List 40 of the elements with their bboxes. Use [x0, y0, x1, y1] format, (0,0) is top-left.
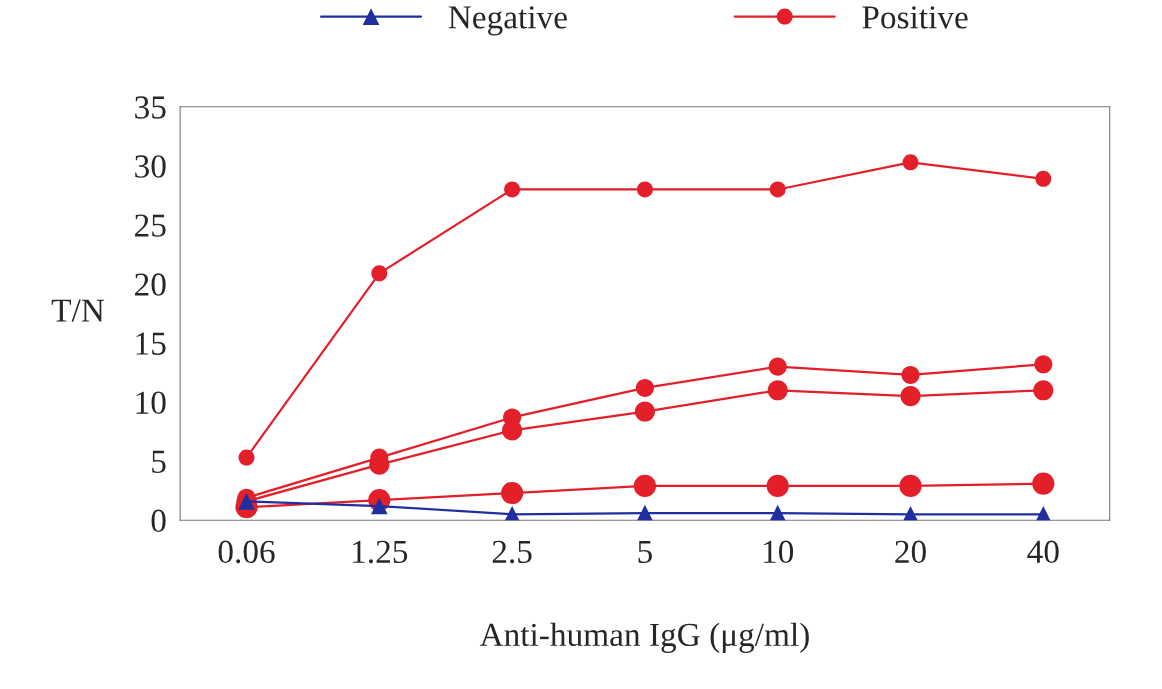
y-tick-label: 35: [135, 96, 166, 119]
point: [504, 181, 521, 198]
x-tick-label: 5: [638, 540, 652, 564]
x-tick-label: 2.5: [492, 540, 532, 564]
point: [1034, 355, 1053, 374]
point: [634, 401, 655, 422]
point: [238, 449, 255, 466]
y-tick-label: 15: [136, 332, 166, 355]
y-axis-title: T/N: [51, 299, 105, 322]
y-tick-label: 30: [135, 155, 166, 178]
point: [767, 380, 788, 401]
point: [768, 357, 787, 376]
x-tick-label: 1.25: [353, 540, 408, 564]
point: [501, 481, 524, 505]
x-tick-label: 40: [1027, 540, 1059, 564]
point: [902, 154, 919, 171]
point: [899, 474, 922, 498]
point: [1035, 170, 1052, 187]
point: [769, 181, 786, 198]
point: [766, 474, 789, 498]
x-tick-label: 0.06: [218, 540, 275, 564]
point: [769, 504, 787, 521]
y-tick-label: 25: [135, 214, 166, 237]
point: [635, 378, 654, 397]
x-tick-label: 10: [763, 540, 794, 564]
point: [633, 474, 657, 498]
y-tick-label: 20: [135, 273, 166, 296]
y-tick-label: 5: [152, 450, 166, 474]
x-axis-title: Anti-human IgG (μg/ml): [479, 622, 809, 653]
y-tick-label: 10: [136, 391, 166, 414]
point: [1033, 380, 1054, 401]
point: [636, 181, 653, 198]
y-tick-label: 0: [151, 509, 166, 533]
point: [1032, 472, 1055, 495]
x-tick-label: 20: [895, 540, 926, 564]
legend-label: Positive: [862, 6, 968, 29]
point: [901, 365, 920, 384]
point: [900, 386, 921, 407]
legend-label: Negative: [448, 6, 567, 36]
point: [371, 265, 388, 282]
